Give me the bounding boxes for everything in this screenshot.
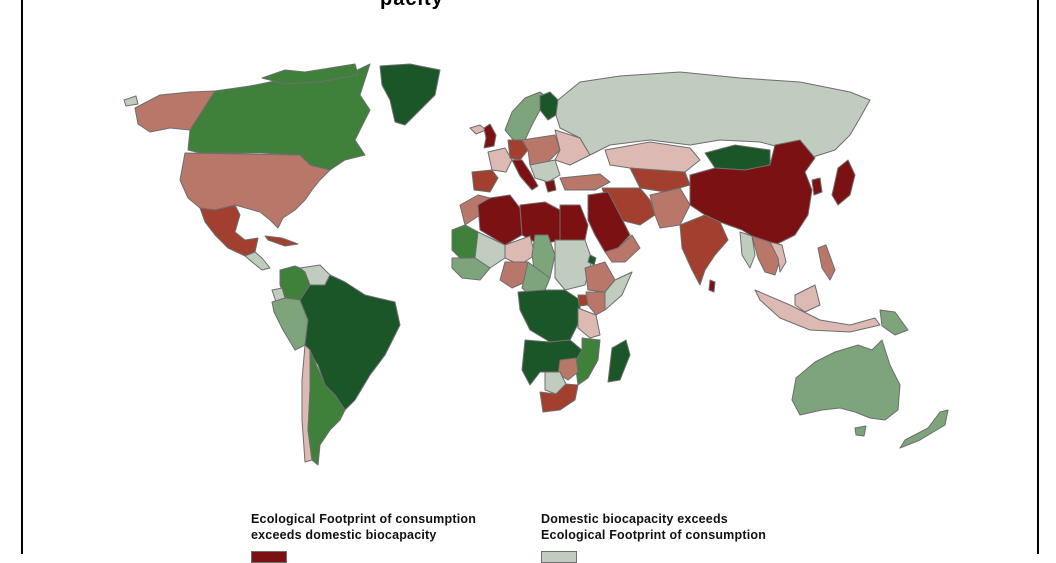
map-title-fragment: pacity	[380, 0, 444, 11]
region-alaska-islands	[123, 95, 139, 107]
region-tanzania	[577, 307, 601, 339]
region-tasmania	[854, 425, 867, 437]
region-egypt	[559, 204, 589, 241]
region-turkey	[559, 173, 611, 191]
legend-reserve-swatch	[541, 551, 577, 563]
region-mali	[474, 231, 506, 269]
legend-deficit-swatch	[251, 551, 287, 563]
region-greenland	[379, 63, 441, 126]
legend-deficit: Ecological Footprint of consumption exce…	[251, 511, 477, 563]
region-russia	[555, 71, 871, 159]
region-mongolia	[704, 144, 771, 171]
region-congo-basin	[517, 289, 581, 343]
region-borneo	[794, 284, 821, 313]
region-mexico	[199, 204, 259, 257]
region-afghanistan-pakistan	[649, 187, 691, 229]
region-spain	[471, 169, 499, 193]
region-myanmar	[739, 231, 756, 269]
region-caribbean-cuba	[264, 235, 299, 247]
region-mauritania	[451, 224, 479, 259]
legend-deficit-line1: Ecological Footprint of consumption	[251, 512, 477, 526]
region-west-africa-coast	[451, 257, 491, 281]
legend-deficit-line2: exceeds domestic biocapacity	[251, 528, 437, 542]
region-argentina	[307, 349, 346, 466]
region-france	[487, 147, 513, 173]
legend-reserve-line2: Ecological Footprint of consumption	[541, 528, 767, 542]
frame-right-border	[1037, 0, 1039, 554]
region-kazakhstan	[604, 141, 701, 173]
region-korea	[811, 177, 823, 196]
region-papua-new-guinea	[879, 309, 909, 336]
region-uk	[483, 123, 497, 149]
frame-left-border	[21, 0, 23, 554]
region-south-africa	[539, 383, 579, 413]
region-brazil-guianas	[299, 274, 401, 411]
region-arctic-islands	[261, 63, 359, 85]
region-yemen-oman	[604, 234, 641, 263]
legend-reserve: Domestic biocapacity exceeds Ecological …	[541, 511, 767, 563]
region-central-america	[244, 251, 271, 271]
region-japan	[831, 159, 856, 206]
region-kenya	[585, 291, 606, 316]
region-nigeria	[499, 261, 531, 289]
world-map	[123, 63, 949, 466]
region-iceland	[469, 124, 487, 135]
region-greece	[544, 179, 557, 193]
region-finland	[539, 91, 559, 121]
legend-reserve-line1: Domestic biocapacity exceeds	[541, 512, 728, 526]
region-sri-lanka	[708, 279, 716, 293]
region-usa	[179, 152, 331, 229]
region-vietnam	[769, 241, 787, 273]
region-indonesia	[754, 289, 881, 333]
region-australia	[791, 339, 901, 421]
region-new-zealand	[899, 409, 949, 449]
region-sudan	[554, 239, 593, 291]
region-niger	[504, 235, 536, 266]
region-philippines	[817, 244, 836, 281]
region-india	[679, 214, 729, 286]
region-mozambique	[574, 337, 601, 386]
region-germany	[507, 139, 529, 161]
region-madagascar	[607, 339, 631, 383]
region-italy	[511, 159, 539, 191]
region-balkans	[529, 159, 561, 183]
